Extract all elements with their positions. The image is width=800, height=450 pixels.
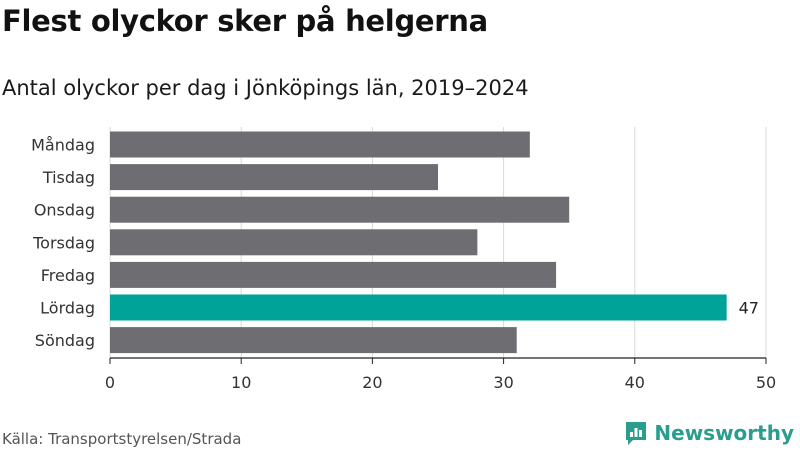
category-label: Tisdag (42, 168, 95, 187)
category-label: Fredag (41, 266, 95, 285)
x-tick-label: 0 (105, 373, 115, 392)
newsworthy-logo-text: Newsworthy (654, 421, 794, 445)
category-label: Onsdag (34, 201, 95, 220)
source-note: Källa: Transportstyrelsen/Strada (2, 430, 242, 448)
category-label: Måndag (31, 136, 95, 155)
x-tick-label: 40 (625, 373, 645, 392)
chart-title: Flest olyckor sker på helgerna (2, 4, 488, 38)
bar (110, 327, 517, 354)
x-tick-label: 50 (756, 373, 776, 392)
bar (110, 261, 557, 288)
bar (110, 229, 478, 256)
x-tick-label: 10 (231, 373, 251, 392)
category-label: Torsdag (32, 233, 95, 252)
bar (110, 164, 438, 191)
chart-subtitle: Antal olyckor per dag i Jönköpings län, … (2, 76, 529, 100)
x-tick-label: 30 (493, 373, 513, 392)
category-label: Lördag (40, 299, 95, 318)
bar (110, 294, 727, 321)
x-tick-label: 20 (362, 373, 382, 392)
newsworthy-logo-icon (626, 422, 647, 445)
newsworthy-logo: Newsworthy (624, 420, 794, 446)
bar (110, 131, 530, 158)
data-label: 47 (739, 299, 759, 318)
category-label: Söndag (35, 331, 95, 350)
bar (110, 196, 570, 223)
